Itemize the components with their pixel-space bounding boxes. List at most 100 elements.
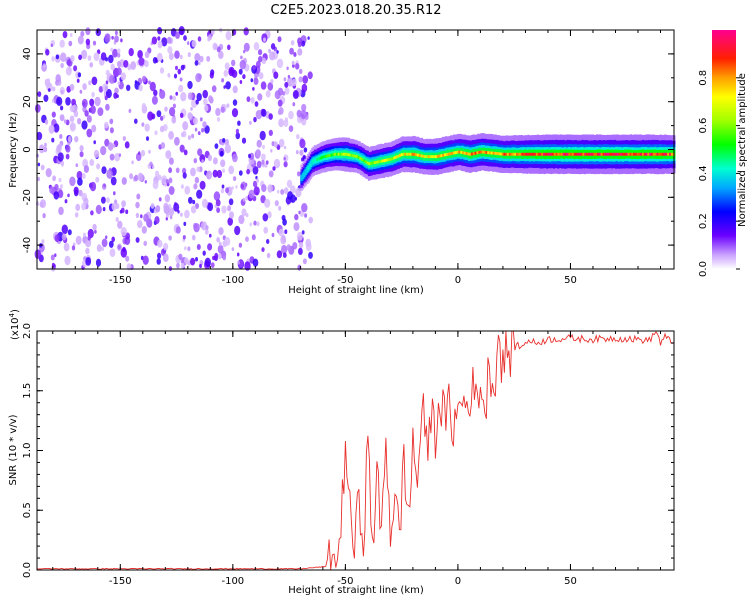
noise-blob	[94, 229, 97, 234]
noise-blob	[179, 77, 183, 82]
noise-blob	[69, 83, 75, 91]
noise-blob	[113, 92, 118, 99]
noise-blob	[180, 64, 185, 71]
noise-blob	[117, 52, 121, 58]
noise-blob	[278, 228, 284, 237]
noise-blob	[112, 144, 116, 148]
signal-core	[562, 152, 565, 156]
x-tick-label: 0	[455, 576, 461, 587]
colorbar: 0.0 0.2 0.4 0.6 0.8 Normalized spectral ampl…	[698, 30, 748, 277]
noise-blob	[293, 52, 297, 57]
signal-core	[406, 152, 409, 156]
noise-blob	[261, 184, 267, 193]
noise-blob	[214, 44, 218, 49]
signal-core	[649, 152, 652, 156]
signal-core	[591, 152, 594, 156]
noise-blob	[163, 242, 169, 251]
noise-blob	[215, 199, 221, 207]
noise-blob	[283, 77, 287, 82]
signal-core	[402, 152, 405, 156]
noise-blob	[218, 241, 222, 246]
noise-blob	[86, 128, 93, 138]
noise-blob	[180, 262, 185, 269]
signal-band	[303, 171, 306, 178]
noise-blob	[101, 238, 108, 248]
signal-band	[301, 172, 305, 179]
noise-blob	[34, 249, 41, 259]
signal-core	[449, 152, 452, 156]
noise-blob	[159, 125, 165, 133]
signal-core	[514, 152, 517, 156]
signal-core	[447, 152, 450, 156]
noise-blob	[85, 257, 92, 266]
noise-blob	[263, 226, 269, 234]
noise-blob	[286, 179, 293, 188]
noise-blob	[180, 184, 184, 189]
noise-blob	[153, 89, 158, 97]
noise-blob	[295, 150, 299, 155]
noise-blob	[102, 207, 106, 212]
noise-blob	[82, 232, 86, 237]
noise-blob	[171, 116, 177, 124]
signal-core	[312, 159, 315, 163]
noise-blob	[196, 189, 203, 199]
noise-blob	[238, 259, 244, 268]
signal-core	[431, 155, 434, 159]
noise-blob	[196, 166, 200, 172]
noise-blob	[96, 244, 102, 252]
noise-blob	[256, 178, 259, 183]
noise-blob	[272, 166, 276, 171]
signal-core	[332, 153, 335, 157]
noise-blob	[47, 78, 50, 83]
signal-core	[638, 152, 641, 156]
noise-blob	[261, 159, 265, 165]
signal-core	[602, 152, 605, 156]
signal-core	[458, 150, 461, 154]
noise-blob	[50, 43, 53, 48]
noise-blob	[243, 42, 250, 52]
signal-core	[588, 152, 591, 156]
noise-blob	[282, 218, 287, 226]
noise-blob	[191, 133, 195, 139]
noise-blob	[89, 62, 93, 68]
signal-core	[615, 152, 618, 156]
noise-blob	[182, 121, 189, 131]
noise-blob	[195, 203, 199, 209]
noise-blob	[204, 104, 209, 112]
noise-blob	[85, 27, 91, 36]
noise-blob	[151, 95, 158, 105]
noise-blob	[89, 181, 97, 192]
noise-blob	[245, 213, 249, 218]
noise-blob	[303, 147, 308, 153]
signal-core	[371, 161, 375, 165]
noise-blob	[260, 81, 267, 90]
noise-blob	[291, 60, 295, 66]
noise-blob	[296, 231, 303, 241]
signal-core	[624, 152, 627, 156]
signal-core	[503, 152, 506, 156]
noise-blob	[280, 189, 285, 195]
noise-blob	[227, 205, 232, 212]
noise-blob	[137, 50, 143, 59]
signal-core	[391, 157, 394, 160]
noise-blob	[60, 52, 67, 62]
noise-blob	[227, 44, 231, 51]
noise-blob	[140, 214, 143, 219]
noise-blob	[172, 95, 176, 101]
y-tick-label: 1.0	[22, 443, 33, 459]
signal-core	[570, 152, 573, 156]
noise-blob	[175, 91, 178, 96]
signal-core	[445, 153, 448, 156]
noise-blob	[240, 183, 244, 190]
noise-blob	[217, 244, 224, 254]
noise-blob	[223, 69, 229, 77]
noise-blob	[177, 68, 182, 75]
noise-blob	[298, 68, 303, 75]
noise-blob	[266, 252, 271, 259]
noise-blob	[105, 80, 109, 85]
noise-blob	[160, 115, 164, 121]
noise-blob	[81, 49, 88, 60]
noise-blob	[190, 257, 196, 266]
noise-blob	[301, 83, 308, 93]
signal-core	[663, 152, 666, 156]
